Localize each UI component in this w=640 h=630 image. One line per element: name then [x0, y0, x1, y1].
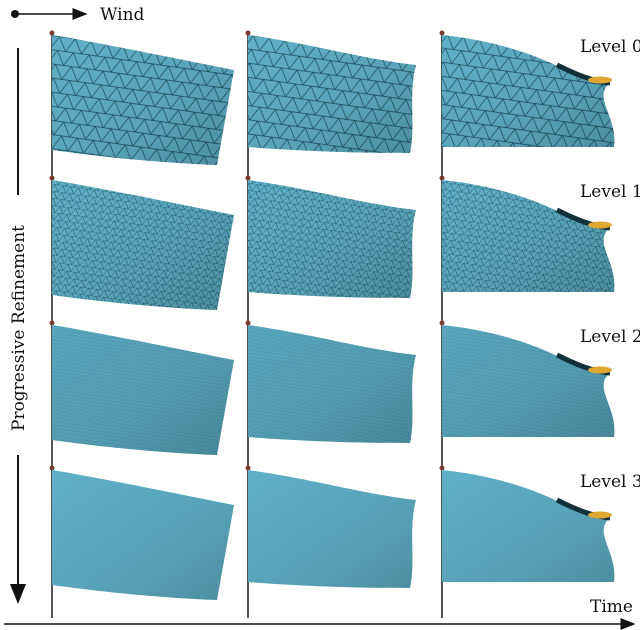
pole-cap: [246, 31, 251, 36]
pole-cap: [50, 31, 55, 36]
flag-shading: [52, 180, 234, 310]
pole-cap: [440, 31, 445, 36]
pole-cap: [440, 321, 445, 326]
pole-cap: [50, 466, 55, 471]
level-label: Level 2: [580, 327, 640, 347]
pole-cap: [440, 466, 445, 471]
wind-indicator: Wind: [11, 5, 145, 25]
flag-grid: Level 0 Level 1 Level 2 Level 3: [50, 31, 640, 619]
pole-cap: [246, 176, 251, 181]
pole-cap: [440, 176, 445, 181]
pole-cap: [50, 321, 55, 326]
flag-shading: [52, 325, 234, 455]
flag-edge: [588, 222, 612, 229]
vertical-axis-label: Progressive Refinement: [9, 225, 29, 431]
flag-shading: [248, 35, 416, 153]
pole-cap: [246, 466, 251, 471]
refinement-axis: Progressive Refinement: [9, 48, 29, 602]
flag-edge: [588, 77, 612, 84]
pole-cap: [50, 176, 55, 181]
flag-shading: [248, 325, 416, 443]
pole-cap: [246, 321, 251, 326]
flag-shading: [248, 180, 416, 298]
flag-edge: [588, 367, 612, 374]
flag-edge: [588, 512, 612, 519]
level-label: Level 1: [580, 182, 640, 202]
flag-shading: [52, 470, 234, 600]
flag-shading: [248, 470, 416, 588]
wind-label: Wind: [100, 5, 145, 25]
horizontal-axis-label: Time: [590, 597, 633, 617]
level-label: Level 0: [580, 37, 640, 57]
time-axis: Time: [4, 597, 634, 624]
level-label: Level 3: [580, 472, 640, 492]
flag-shading: [52, 35, 234, 165]
figure: Wind Progressive Refinement Time Level 0…: [0, 0, 640, 630]
